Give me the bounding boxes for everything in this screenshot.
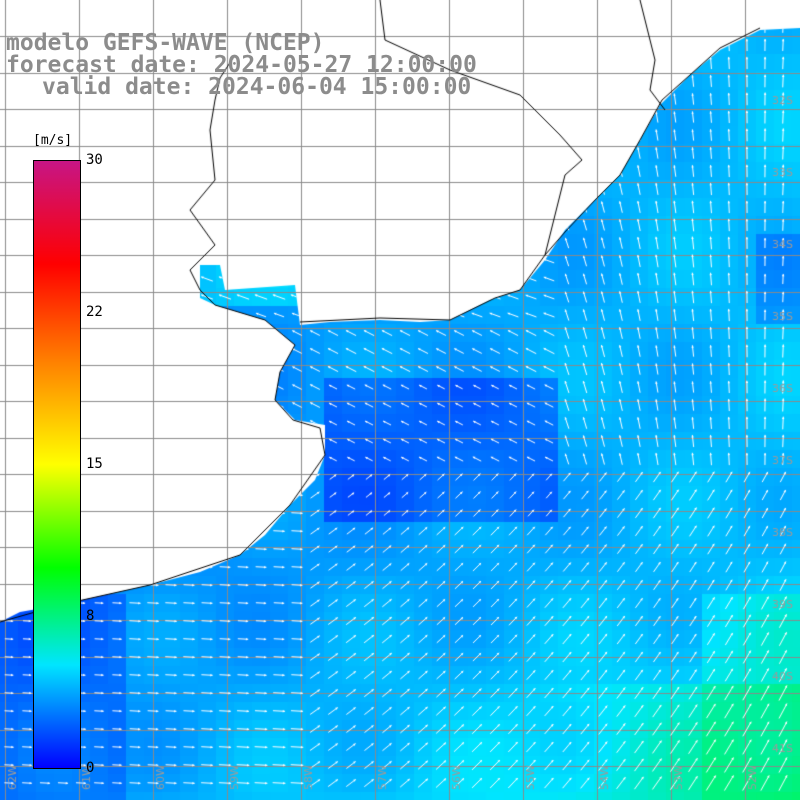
colorbar-tick-15: 15 [86, 456, 103, 472]
model-title: modelo GEFS-WAVE (NCEP) [6, 30, 325, 56]
valid-date: valid date: 2024-06-04 15:00:00 [42, 74, 472, 100]
colorbar-unit: [m/s] [33, 133, 73, 148]
colorbar [33, 160, 81, 769]
colorbar-tick-0: 0 [86, 760, 95, 776]
forecast-date: forecast date: 2024-05-27 12:00:00 [6, 52, 477, 78]
colorbar-tick-30: 30 [86, 152, 103, 168]
colorbar-tick-22: 22 [86, 304, 103, 320]
colorbar-tick-8: 8 [86, 608, 95, 624]
